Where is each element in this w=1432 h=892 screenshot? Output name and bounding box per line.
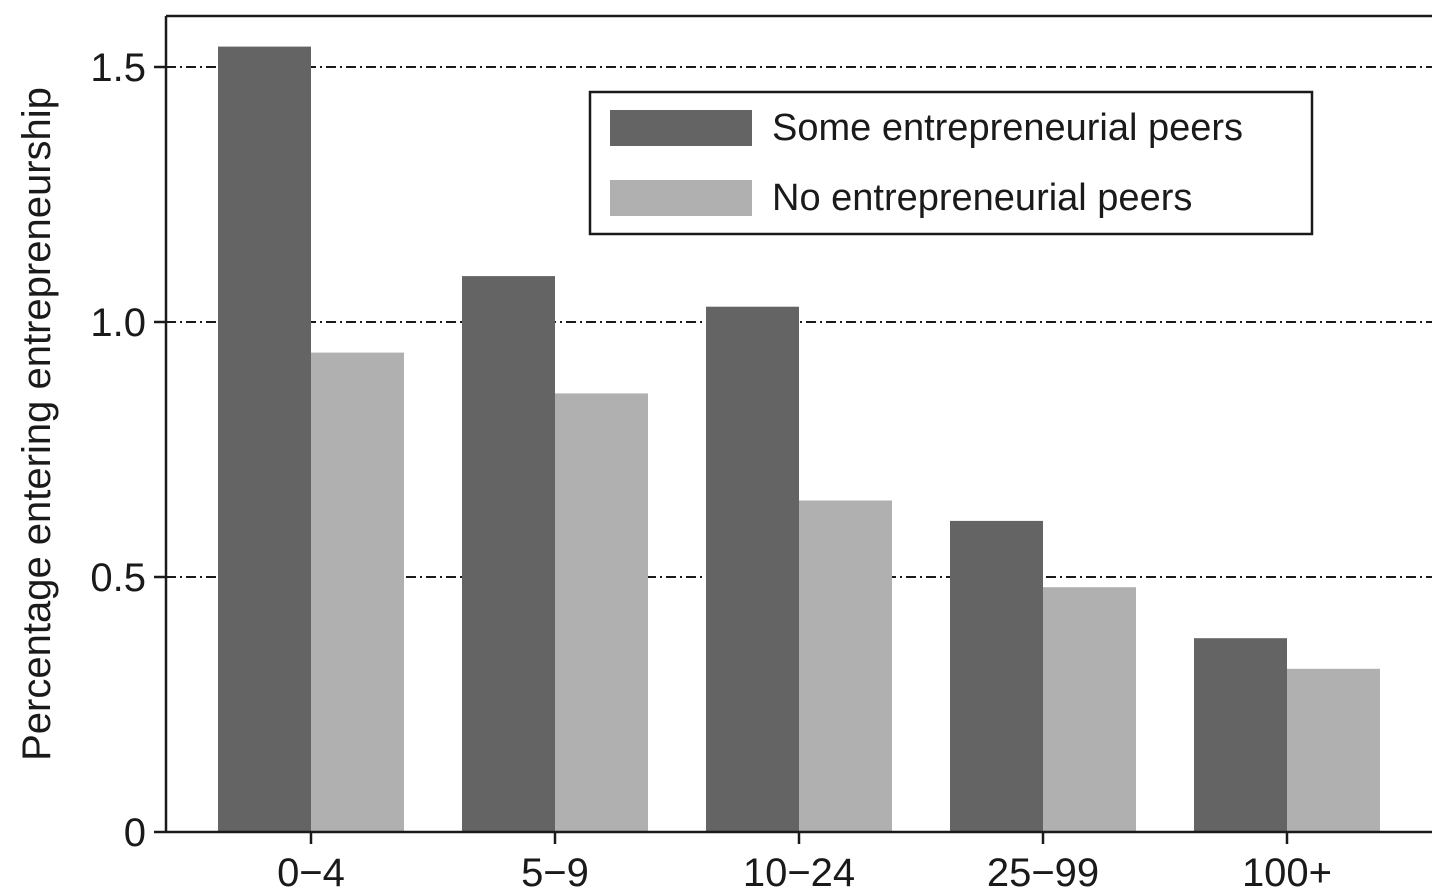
x-tick-label: 25−99 (987, 851, 1099, 892)
y-ticks: 0 0.5 1.0 1.5 (90, 46, 166, 855)
legend-items: Some entrepreneurial peers No entrepreneu… (610, 107, 1243, 219)
bar-no-peers (1287, 668, 1380, 832)
y-tick-label: 0 (124, 811, 146, 855)
x-tick-label: 10−24 (743, 851, 855, 892)
legend: Some entrepreneurial peers No entrepreneu… (588, 90, 1314, 236)
bars (218, 46, 1380, 833)
bar-no-peers (311, 352, 404, 832)
bar-some-peers (706, 306, 799, 832)
y-tick-label: 1.0 (90, 301, 146, 345)
bar-some-peers (218, 46, 311, 833)
legend-swatch (610, 110, 752, 146)
x-ticks: 0−4 5−9 10−24 25−99 100+ (277, 832, 1332, 892)
x-tick-label: 100+ (1242, 851, 1332, 892)
y-tick-label: 1.5 (90, 46, 146, 90)
gridlines (166, 66, 1432, 578)
bar-no-peers (799, 500, 892, 832)
y-tick-label: 0.5 (90, 556, 146, 600)
x-tick-label: 5−9 (521, 851, 589, 892)
bar-some-peers (1194, 638, 1287, 832)
y-axis-title: Percentage entering entrepreneurship (15, 87, 59, 761)
legend-swatch (610, 180, 752, 216)
legend-label: Some entrepreneurial peers (772, 107, 1243, 149)
bar-no-peers (1043, 587, 1136, 832)
x-tick-label: 0−4 (277, 851, 345, 892)
bar-some-peers (950, 520, 1043, 832)
legend-label: No entrepreneurial peers (772, 177, 1192, 219)
bar-some-peers (462, 276, 555, 833)
bar-no-peers (555, 393, 648, 832)
